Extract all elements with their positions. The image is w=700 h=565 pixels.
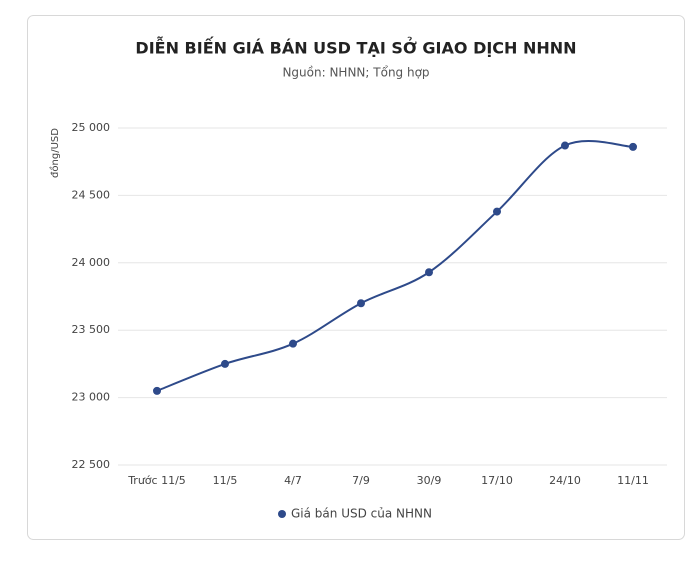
point	[153, 386, 161, 395]
legend-label: Giá bán USD của NHNN	[291, 507, 432, 521]
point	[629, 142, 637, 151]
x-tick-label: 11/5	[213, 474, 238, 487]
legend-marker	[278, 510, 286, 518]
x-tick-label: 17/10	[481, 474, 513, 487]
y-tick-label: 24 000	[72, 256, 111, 269]
point	[289, 339, 297, 348]
line	[156, 140, 634, 392]
x-tick-label: Trước 11/5	[127, 474, 186, 487]
y-tick-label: 24 500	[72, 188, 111, 201]
x-tick-label: 24/10	[549, 474, 581, 487]
y-axis-label: đồng/USD	[49, 128, 61, 178]
x-tick-label: 30/9	[417, 474, 442, 487]
point	[493, 207, 501, 216]
y-tick-label: 22 500	[72, 458, 111, 471]
point	[425, 268, 433, 277]
x-tick-label: 7/9	[352, 474, 370, 487]
point	[357, 299, 365, 308]
y-tick-label: 23 500	[72, 323, 111, 336]
chart-subtitle: Nguồn: NHNN; Tổng hợp	[282, 66, 429, 80]
y-tick-label: 25 000	[72, 121, 111, 134]
point	[221, 359, 229, 368]
point	[561, 141, 569, 150]
y-tick-label: 23 000	[72, 391, 111, 404]
chart-title: DIỄN BIẾN GIÁ BÁN USD TẠI SỞ GIAO DỊCH N…	[135, 37, 576, 58]
card	[27, 15, 685, 540]
x-tick-label: 11/11	[617, 474, 649, 487]
x-tick-label: 4/7	[284, 474, 302, 487]
